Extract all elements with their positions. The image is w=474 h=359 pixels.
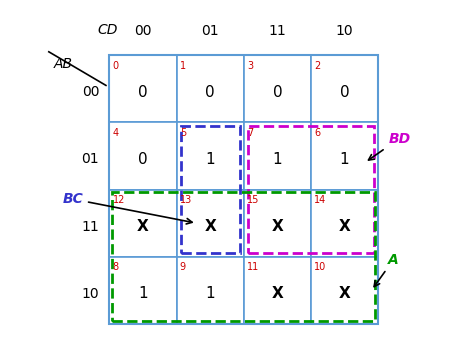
Text: 0: 0 — [273, 85, 282, 100]
Text: 13: 13 — [180, 195, 192, 205]
FancyBboxPatch shape — [311, 190, 378, 257]
FancyBboxPatch shape — [244, 55, 311, 122]
Text: 5: 5 — [180, 128, 186, 138]
Text: 1: 1 — [340, 152, 349, 167]
Text: X: X — [204, 219, 216, 234]
FancyBboxPatch shape — [311, 55, 378, 122]
FancyBboxPatch shape — [244, 257, 311, 324]
FancyBboxPatch shape — [311, 257, 378, 324]
Text: A: A — [374, 252, 399, 286]
Text: X: X — [137, 219, 149, 234]
Text: X: X — [272, 286, 283, 301]
FancyBboxPatch shape — [176, 190, 244, 257]
Text: 15: 15 — [247, 195, 259, 205]
Text: 00: 00 — [134, 24, 152, 38]
Text: 8: 8 — [113, 262, 119, 272]
Text: 01: 01 — [201, 24, 219, 38]
FancyBboxPatch shape — [109, 190, 176, 257]
Text: 11: 11 — [247, 262, 259, 272]
Text: 1: 1 — [205, 286, 215, 301]
Text: 2: 2 — [314, 61, 320, 70]
Text: 9: 9 — [180, 262, 186, 272]
FancyBboxPatch shape — [311, 122, 378, 190]
Text: 6: 6 — [314, 128, 320, 138]
Text: 0: 0 — [138, 152, 148, 167]
Text: 7: 7 — [247, 128, 253, 138]
FancyBboxPatch shape — [176, 55, 244, 122]
Text: 10: 10 — [336, 24, 353, 38]
Text: BC: BC — [62, 192, 192, 224]
Text: 10: 10 — [82, 287, 99, 301]
Text: 0: 0 — [138, 85, 148, 100]
FancyBboxPatch shape — [176, 257, 244, 324]
FancyBboxPatch shape — [244, 122, 311, 190]
FancyBboxPatch shape — [244, 190, 311, 257]
Text: 14: 14 — [314, 195, 327, 205]
Text: 1: 1 — [180, 61, 186, 70]
Text: AB: AB — [54, 56, 73, 70]
Text: 11: 11 — [82, 220, 99, 234]
FancyBboxPatch shape — [109, 122, 176, 190]
Text: 11: 11 — [268, 24, 286, 38]
FancyBboxPatch shape — [176, 122, 244, 190]
Text: 4: 4 — [113, 128, 119, 138]
Text: 00: 00 — [82, 85, 99, 99]
Text: BD: BD — [368, 131, 410, 160]
Bar — [109, 55, 378, 324]
Text: 01: 01 — [82, 152, 99, 166]
Text: 1: 1 — [273, 152, 282, 167]
Text: 3: 3 — [247, 61, 253, 70]
Text: X: X — [338, 286, 350, 301]
Text: 0: 0 — [340, 85, 349, 100]
FancyBboxPatch shape — [109, 257, 176, 324]
Text: 12: 12 — [113, 195, 125, 205]
Text: 0: 0 — [205, 85, 215, 100]
Text: X: X — [338, 219, 350, 234]
FancyBboxPatch shape — [109, 55, 176, 122]
Text: 0: 0 — [113, 61, 119, 70]
Text: 1: 1 — [205, 152, 215, 167]
Text: CD: CD — [97, 23, 118, 37]
Text: 1: 1 — [138, 286, 148, 301]
Text: 10: 10 — [314, 262, 327, 272]
Text: X: X — [272, 219, 283, 234]
